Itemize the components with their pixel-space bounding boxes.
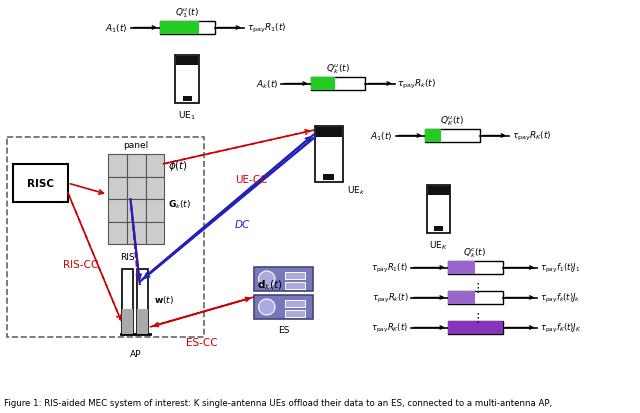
Text: RIS-CC: RIS-CC xyxy=(63,259,98,269)
Bar xyxy=(160,22,200,35)
Bar xyxy=(285,300,305,307)
Bar xyxy=(448,291,475,304)
Text: $Q_K^u(t)$: $Q_K^u(t)$ xyxy=(440,114,464,128)
Bar xyxy=(108,222,127,244)
Bar xyxy=(177,57,198,66)
Bar xyxy=(425,130,480,142)
Bar xyxy=(434,227,444,232)
Bar xyxy=(323,175,335,180)
Text: Figure 1: RIS-aided MEC system of interest: K single-antenna UEs offload their d: Figure 1: RIS-aided MEC system of intere… xyxy=(4,398,552,407)
Bar xyxy=(127,222,145,244)
Bar xyxy=(285,282,305,289)
Bar xyxy=(448,291,502,304)
Bar xyxy=(182,97,192,102)
Bar xyxy=(175,56,199,104)
Text: $\tau_{\mathrm{pay}}R_K(t)$: $\tau_{\mathrm{pay}}R_K(t)$ xyxy=(371,321,408,334)
Text: ES-CC: ES-CC xyxy=(186,337,218,347)
Bar xyxy=(145,222,164,244)
Text: $A_1(t)$: $A_1(t)$ xyxy=(105,22,128,35)
Text: $\mathrm{UE}_k$: $\mathrm{UE}_k$ xyxy=(348,185,365,197)
Bar xyxy=(310,78,365,91)
Bar xyxy=(160,22,215,35)
Bar xyxy=(428,187,449,195)
Text: $\mathrm{UE}_K$: $\mathrm{UE}_K$ xyxy=(429,240,448,252)
Bar xyxy=(254,295,314,319)
Bar xyxy=(122,309,133,334)
Bar xyxy=(145,177,164,199)
Bar xyxy=(127,199,145,222)
Text: RIS: RIS xyxy=(120,252,134,261)
Text: $\tau_{\mathrm{pay}}R_K(t)$: $\tau_{\mathrm{pay}}R_K(t)$ xyxy=(511,130,551,143)
Text: $\tau_{\mathrm{pay}}R_1(t)$: $\tau_{\mathrm{pay}}R_1(t)$ xyxy=(371,261,408,274)
Text: UE-CC: UE-CC xyxy=(235,175,268,185)
Bar xyxy=(427,185,451,233)
Bar xyxy=(448,321,502,334)
Text: $\tau_{\mathrm{pay}}f_k(t)J_k$: $\tau_{\mathrm{pay}}f_k(t)J_k$ xyxy=(540,291,580,304)
Bar xyxy=(310,78,335,91)
Text: $Q_k^u(t)$: $Q_k^u(t)$ xyxy=(326,62,350,76)
Bar xyxy=(448,261,502,274)
Bar xyxy=(285,310,305,317)
Text: $\tau_{\mathrm{pay}}R_k(t)$: $\tau_{\mathrm{pay}}R_k(t)$ xyxy=(397,78,436,91)
Text: $A_k(t)$: $A_k(t)$ xyxy=(257,78,278,90)
Text: DC: DC xyxy=(234,219,250,230)
Text: $\tau_{\mathrm{pay}}f_1(t)J_1$: $\tau_{\mathrm{pay}}f_1(t)J_1$ xyxy=(540,261,580,274)
Text: $\vdots$: $\vdots$ xyxy=(470,280,479,294)
Bar xyxy=(285,272,305,279)
Bar xyxy=(448,321,502,334)
Text: AP: AP xyxy=(129,349,141,358)
Bar xyxy=(316,127,342,183)
Text: $\tau_{\mathrm{pay}}f_K(t)J_K$: $\tau_{\mathrm{pay}}f_K(t)J_K$ xyxy=(540,321,582,334)
Text: $Q_1^u(t)$: $Q_1^u(t)$ xyxy=(175,7,199,20)
Text: $\mathbf{d}_k(t)$: $\mathbf{d}_k(t)$ xyxy=(257,278,282,291)
Bar xyxy=(448,261,475,274)
Bar xyxy=(145,154,164,177)
Bar xyxy=(137,309,148,334)
Text: $\tau_{\mathrm{pay}}R_1(t)$: $\tau_{\mathrm{pay}}R_1(t)$ xyxy=(246,22,286,35)
Text: $\phi(t)$: $\phi(t)$ xyxy=(168,159,188,173)
Bar xyxy=(145,199,164,222)
Bar xyxy=(13,165,68,202)
Bar xyxy=(316,128,342,138)
Bar xyxy=(108,199,127,222)
Text: $\mathbf{G}_k(t)$: $\mathbf{G}_k(t)$ xyxy=(168,198,191,210)
Text: $\mathbf{w}(t)$: $\mathbf{w}(t)$ xyxy=(154,293,173,305)
Text: panel: panel xyxy=(124,141,148,150)
Text: $Q_k^c(t)$: $Q_k^c(t)$ xyxy=(463,246,487,259)
Bar xyxy=(7,138,204,337)
Ellipse shape xyxy=(259,299,275,315)
Bar xyxy=(127,154,145,177)
Text: $A_1(t)$: $A_1(t)$ xyxy=(370,130,393,142)
Bar xyxy=(108,154,127,177)
Ellipse shape xyxy=(259,271,275,287)
Bar xyxy=(108,177,127,199)
Text: $\vdots$: $\vdots$ xyxy=(470,310,479,324)
Bar xyxy=(127,177,145,199)
Bar xyxy=(254,267,314,291)
Text: $\mathrm{UE}_1$: $\mathrm{UE}_1$ xyxy=(179,110,196,122)
Bar xyxy=(425,130,442,142)
Bar xyxy=(137,269,148,334)
Text: $\tau_{\mathrm{pay}}R_k(t)$: $\tau_{\mathrm{pay}}R_k(t)$ xyxy=(372,291,408,304)
Text: RISC: RISC xyxy=(27,178,54,189)
Bar xyxy=(122,269,133,334)
Text: ES: ES xyxy=(278,325,289,334)
